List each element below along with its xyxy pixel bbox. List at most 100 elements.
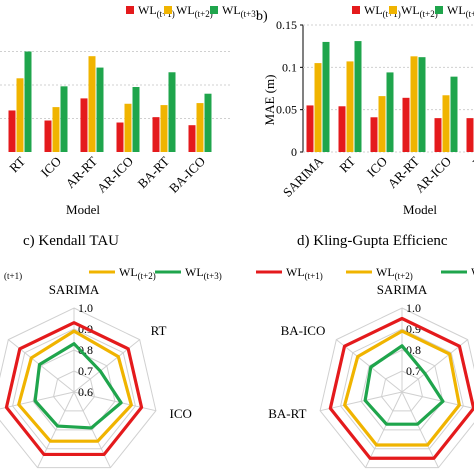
y-tick-label: 0.05 <box>276 103 297 117</box>
bar-sarima-3 <box>322 41 330 152</box>
y-tick-label: 0 <box>291 145 297 159</box>
legend-item-3-label: WL(t+3) <box>222 3 259 19</box>
bar-rt-2 <box>346 61 354 153</box>
radar-axis-label-ico: ICO <box>170 406 192 421</box>
bar-ar-ico-1 <box>434 118 442 152</box>
x-axis-title: Model <box>403 202 437 217</box>
bar-ico-3 <box>60 86 68 152</box>
radar-axis-label-ba-rt: BA-RT <box>268 406 306 421</box>
x-tick-label: RT <box>6 153 28 175</box>
x-tick-label: ICO <box>38 154 64 180</box>
bar-ba-rt-1 <box>466 118 474 152</box>
bar-sarima-2 <box>314 63 322 152</box>
y-tick-label: 0.15 <box>276 18 297 32</box>
radar-axis-label-ba-ico: BA-ICO <box>281 323 326 338</box>
bar-rt-3 <box>354 41 362 152</box>
bar-ba-ico-3 <box>204 93 212 152</box>
x-tick-label: SARIMA <box>280 153 327 200</box>
radar-spoke <box>365 391 403 468</box>
radar-spoke <box>8 339 75 393</box>
bar-ar-ico-1 <box>116 122 124 152</box>
radar-grid-ring <box>319 307 474 469</box>
bar-ico-1 <box>44 120 52 152</box>
bar-ar-rt-1 <box>80 98 88 152</box>
legend-item-3-label: WL(t+3) <box>471 265 474 281</box>
legend-item-1-label: (t+1) <box>4 271 22 281</box>
bar-ico-2 <box>378 96 386 152</box>
bar-ar-rt-3 <box>96 67 104 152</box>
bar-rt-3 <box>24 51 32 152</box>
bar-ar-rt-3 <box>418 57 426 152</box>
bar-ba-ico-2 <box>196 103 204 152</box>
radar-r-tick-label: 0.7 <box>406 364 421 378</box>
legend-item-2-label: WL(t+2) <box>176 3 213 19</box>
panel-c-kendall-radar: 0.60.70.80.91.0SARIMARTICOAR-RTAR-ICOc) … <box>0 233 222 469</box>
bar-ba-ico-1 <box>188 125 196 152</box>
bar-ar-ico-2 <box>124 103 132 152</box>
legend-item-2-label: WL(t+2) <box>401 3 438 19</box>
x-tick-label: AR-ICO <box>94 154 136 196</box>
radar-grid-ring <box>340 328 464 450</box>
radar-grid-ring <box>0 307 157 469</box>
bar-sarima-1 <box>306 105 314 152</box>
radar-spoke <box>401 339 468 393</box>
legend-item-3-label: WL(t+3) <box>447 3 474 19</box>
radar-r-tick-label: 0.6 <box>78 385 93 399</box>
panel-title: d) Kling-Gupta Efficienc <box>297 233 448 249</box>
panel-title: c) Kendall TAU <box>23 233 119 249</box>
bar-ar-rt-2 <box>410 56 418 152</box>
radar-series-1 <box>4 321 144 457</box>
radar-series-2 <box>343 329 461 447</box>
panel-letter: b) <box>256 9 268 24</box>
bar-ba-rt-2 <box>160 105 168 152</box>
x-tick-label: BA-ICO <box>166 154 208 196</box>
legend-item-3-label: WL(t+3) <box>185 265 222 281</box>
y-axis-title: MAE (m) <box>262 75 277 126</box>
bar-ar-ico-3 <box>132 87 140 152</box>
legend-item-3-swatch <box>210 6 218 14</box>
legend-item-2-label: WL(t+2) <box>119 265 156 281</box>
bar-ar-ico-2 <box>442 95 450 152</box>
radar-series-1 <box>328 316 474 460</box>
bar-ico-2 <box>52 107 60 152</box>
radar-grid-ring <box>52 370 96 412</box>
radar-series-2 <box>17 329 133 443</box>
bar-rt-1 <box>8 110 16 152</box>
bar-ar-rt-1 <box>402 97 410 152</box>
radar-series-3 <box>363 344 445 426</box>
x-tick-label: B <box>469 153 474 170</box>
bar-rt-2 <box>16 78 24 152</box>
x-tick-label: ICO <box>364 154 390 180</box>
radar-r-tick-label: 0.7 <box>78 364 93 378</box>
radar-grid-ring <box>12 328 136 450</box>
legend-item-1-label: WL(t+1) <box>286 265 323 281</box>
legend-item-2-label: WL(t+2) <box>376 265 413 281</box>
bar-ico-1 <box>370 117 378 152</box>
radar-grid-ring <box>380 370 424 412</box>
radar-spoke <box>336 339 403 393</box>
radar-axis-label-rt: RT <box>151 323 167 338</box>
bar-ico-3 <box>386 72 394 152</box>
radar-series-3 <box>33 342 123 430</box>
bar-ba-rt-1 <box>152 117 160 152</box>
radar-grid-ring <box>360 349 444 431</box>
radar-spoke <box>319 391 403 412</box>
radar-spoke <box>401 391 439 468</box>
radar-r-tick-label: 1.0 <box>78 301 93 315</box>
x-tick-label: RT <box>336 153 358 175</box>
legend-item-2-swatch <box>389 6 397 14</box>
y-tick-label: 0.1 <box>282 60 297 74</box>
bar-ba-rt-3 <box>168 72 176 152</box>
bar-ar-ico-3 <box>450 76 458 152</box>
x-axis-title: Model <box>66 202 100 217</box>
bar-ar-rt-2 <box>88 56 96 152</box>
legend-item-1-swatch <box>126 6 134 14</box>
legend-item-3-swatch <box>435 6 443 14</box>
radar-axis-label-sarima: SARIMA <box>377 282 428 297</box>
legend-item-2-swatch <box>164 6 172 14</box>
bar-rt-1 <box>338 106 346 152</box>
legend-item-1-swatch <box>352 6 360 14</box>
